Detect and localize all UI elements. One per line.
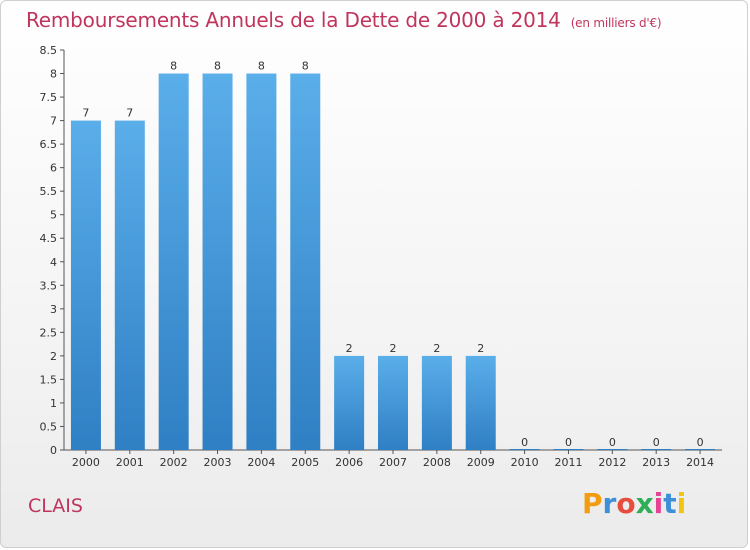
y-tick-label: 8 (50, 68, 57, 81)
chart-bars (70, 73, 716, 451)
bar (685, 449, 716, 450)
bar-value-label: 0 (521, 436, 528, 449)
x-tick-label: 2007 (379, 456, 407, 469)
bar (641, 449, 672, 450)
bar-value-label: 7 (82, 107, 89, 120)
x-tick-label: 2006 (335, 456, 363, 469)
place-name: CLAIS (28, 495, 83, 517)
y-tick-label: 6 (50, 162, 57, 175)
x-tick-label: 2003 (204, 456, 232, 469)
bar-value-label: 2 (346, 342, 353, 355)
y-tick-label: 7.5 (40, 91, 58, 104)
bar (114, 120, 145, 451)
x-tick-label: 2014 (686, 456, 714, 469)
bar-value-label: 8 (302, 60, 309, 73)
logo-letter: x (635, 487, 654, 520)
y-tick-label: 7 (50, 115, 57, 128)
logo-letter: o (616, 487, 636, 520)
y-tick-label: 5 (50, 209, 57, 222)
x-tick-label: 2000 (72, 456, 100, 469)
bar-value-label: 7 (126, 107, 133, 120)
x-tick-label: 2001 (116, 456, 144, 469)
bar-value-label: 0 (565, 436, 572, 449)
chart-title-text: Remboursements Annuels de la Dette de 20… (26, 8, 561, 32)
bar (70, 120, 101, 451)
chart-title: Remboursements Annuels de la Dette de 20… (26, 8, 662, 32)
bar (509, 449, 540, 450)
y-tick-label: 4 (50, 256, 57, 269)
y-tick-label: 6.5 (40, 138, 58, 151)
x-tick-label: 2013 (642, 456, 670, 469)
x-tick-label: 2012 (598, 456, 626, 469)
bar (421, 355, 452, 450)
y-tick-label: 8.5 (40, 44, 58, 57)
bar-value-label: 0 (653, 436, 660, 449)
bar (378, 355, 408, 450)
bar (334, 355, 365, 450)
y-tick-label: 1 (50, 397, 57, 410)
logo-letter: i (653, 487, 664, 520)
y-tick-label: 0.5 (40, 420, 58, 433)
y-tick-label: 3.5 (40, 279, 58, 292)
x-tick-label: 2005 (291, 456, 319, 469)
bar-value-label: 2 (477, 342, 484, 355)
bar (553, 449, 584, 450)
y-tick-label: 2 (50, 350, 57, 363)
bar (246, 73, 277, 450)
chart-data-labels: 7 7 8 8 8 8 2 2 2 2 0 0 0 0 0 (82, 60, 703, 449)
y-tick-label: 3 (50, 303, 57, 316)
bar-value-label: 2 (390, 342, 397, 355)
x-tick-label: 2010 (511, 456, 539, 469)
bar-value-label: 8 (170, 60, 177, 73)
bar-value-label: 2 (433, 342, 440, 355)
x-tick-label: 2002 (160, 456, 188, 469)
bar (202, 73, 233, 450)
bar (158, 73, 189, 450)
bar (597, 449, 628, 450)
x-tick-label: 2009 (467, 456, 495, 469)
bar-value-label: 8 (214, 60, 221, 73)
bar (465, 355, 496, 450)
bar (290, 73, 321, 450)
x-tick-label: 2008 (423, 456, 451, 469)
logo-letter: t (663, 487, 677, 520)
logo-letter: P (582, 487, 603, 520)
logo-letter: r (602, 487, 617, 520)
bar-value-label: 0 (697, 436, 704, 449)
bar-value-label: 0 (609, 436, 616, 449)
y-tick-label: 5.5 (40, 185, 58, 198)
proxiti-logo[interactable]: Proxiti (582, 487, 686, 520)
x-tick-label: 2004 (247, 456, 275, 469)
chart-subtitle: (en milliers d'€) (570, 16, 662, 30)
logo-letter: i (676, 487, 687, 520)
y-tick-label: 4.5 (40, 232, 58, 245)
y-tick-label: 1.5 (40, 373, 58, 386)
y-tick-label: 2.5 (40, 326, 58, 339)
x-tick-label: 2011 (554, 456, 582, 469)
bar-value-label: 8 (258, 60, 265, 73)
y-tick-label: 0 (50, 444, 57, 457)
